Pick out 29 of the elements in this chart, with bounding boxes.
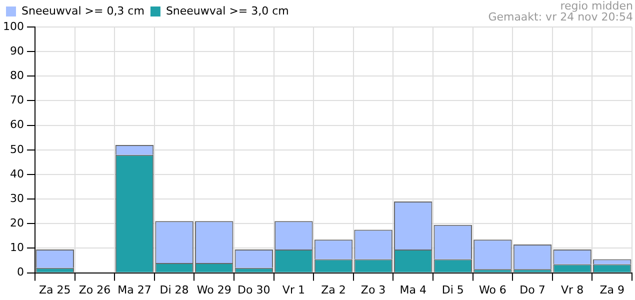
y-tick-label: 10 (10, 241, 24, 254)
x-tick-label: Wo 29 (196, 283, 232, 296)
y-tick-label: 20 (10, 216, 24, 230)
y-tick-label: 100 (2, 20, 24, 33)
y-tick-label: 50 (10, 142, 24, 156)
x-tick-label: Vr 1 (282, 283, 305, 296)
x-tick-label: Zo 3 (360, 283, 386, 296)
x-tick-label: Za 2 (321, 283, 346, 296)
x-tick-label: Di 5 (442, 283, 464, 296)
text: regio midden (560, 0, 634, 12)
x-tick-label: Do 7 (520, 283, 546, 296)
x-tick-label: Do 30 (238, 283, 270, 296)
x-tick-label: Wo 6 (478, 283, 506, 296)
legend-label: Sneeuwval >= 0,3 cm (22, 4, 144, 18)
x-tick-label: Vr 8 (561, 283, 584, 296)
legend-label: Sneeuwval >= 3,0 cm (166, 4, 289, 18)
y-tick-label: 60 (10, 118, 24, 132)
y-tick-label: 40 (10, 167, 24, 180)
x-tick-label: Za 9 (600, 283, 624, 296)
y-tick-label: 80 (10, 69, 24, 82)
x-tick-label: Ma 4 (400, 283, 426, 296)
y-tick-label: 70 (10, 94, 24, 107)
y-tick-label: 0 (16, 266, 24, 279)
y-tick-label: 30 (10, 192, 24, 205)
x-tick-label: Za 25 (39, 283, 71, 296)
x-tick-label: Ma 27 (118, 283, 152, 296)
x-tick-label: Zo 26 (78, 283, 111, 296)
y-tick-label: 90 (10, 44, 24, 58)
x-tick-label: Di 28 (160, 283, 189, 296)
